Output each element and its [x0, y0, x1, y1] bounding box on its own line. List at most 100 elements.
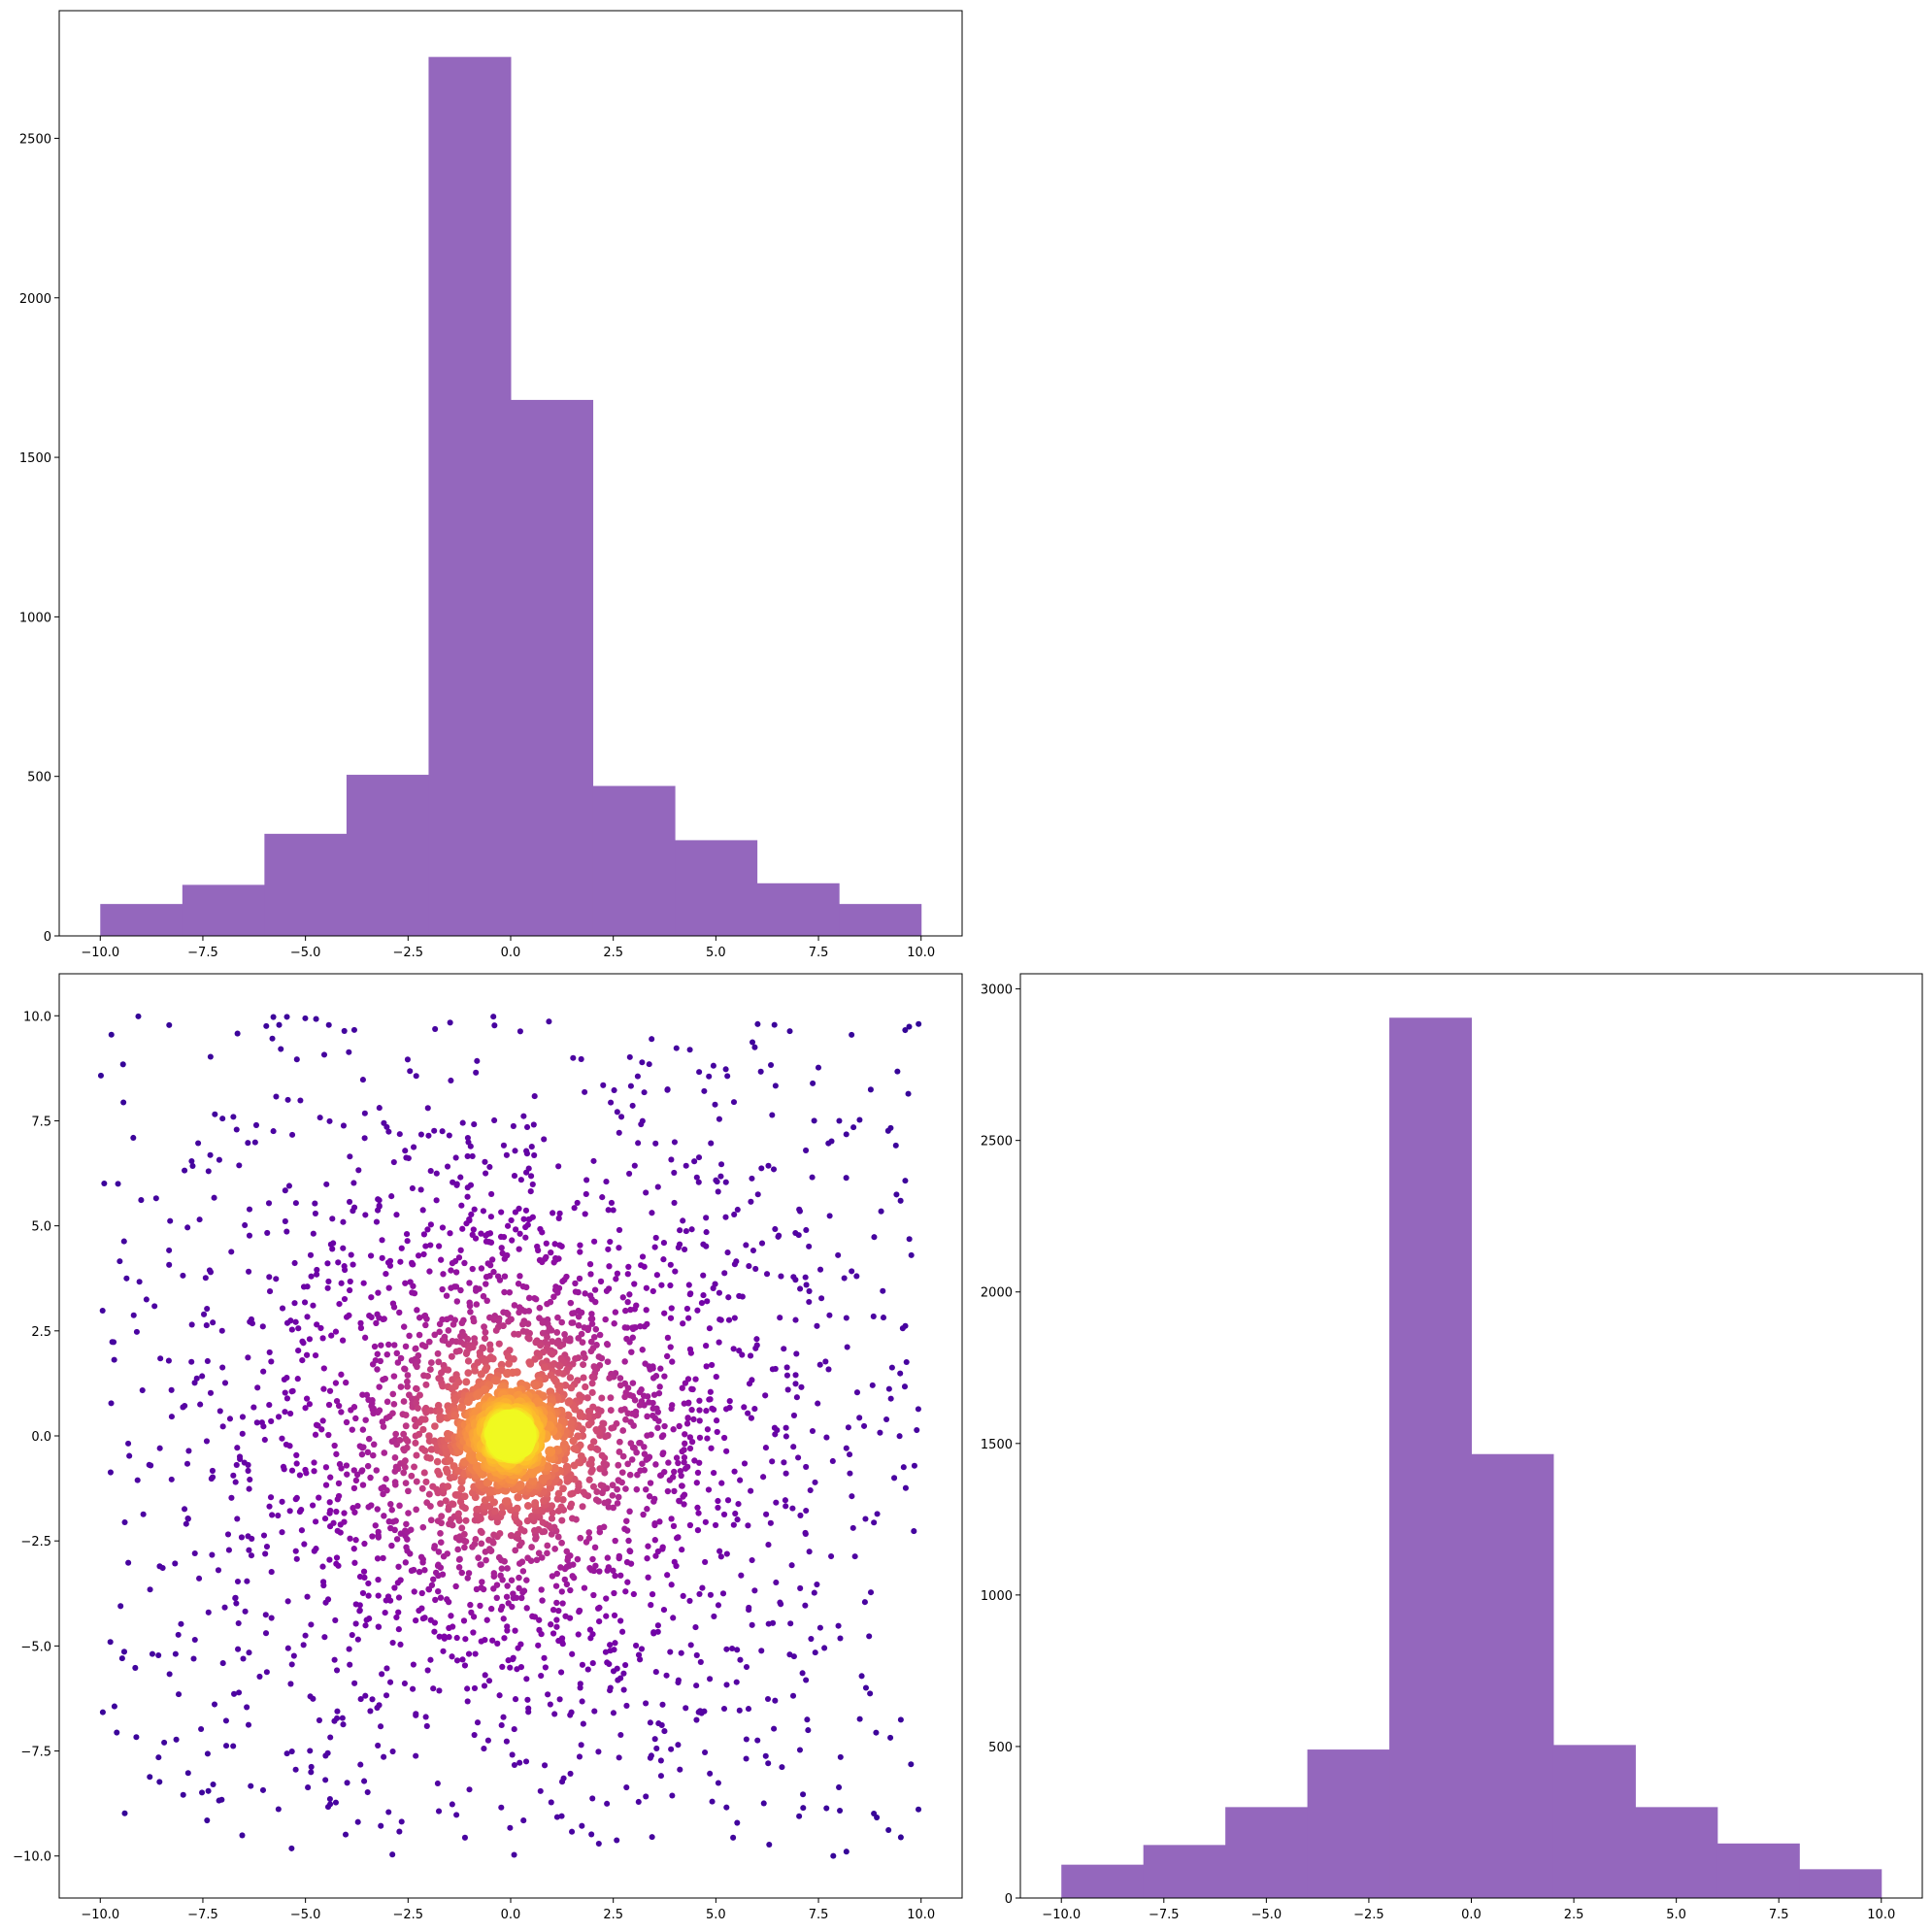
scatter-point — [324, 1260, 331, 1267]
scatter-point — [287, 1317, 294, 1324]
scatter-point — [348, 1251, 354, 1258]
scatter-point — [218, 1796, 225, 1803]
scatter-point — [730, 1834, 737, 1841]
scatter-point — [310, 1302, 316, 1309]
scatter-point — [421, 1343, 429, 1350]
scatter-point — [682, 1440, 688, 1448]
scatter-point — [503, 1497, 512, 1506]
scatter-point — [327, 1474, 334, 1481]
scatter-point — [405, 1487, 412, 1495]
scatter-point — [792, 1372, 799, 1379]
scatter-point — [322, 1777, 329, 1783]
top-left-histogram-panel: −10.0 −7.5 −5.0 −2.5 0.0 2.5 5.0 7.5 10.00500100… — [19, 10, 963, 960]
scatter-point — [862, 1684, 869, 1691]
scatter-point — [553, 1329, 561, 1336]
scatter-point — [338, 1280, 345, 1286]
scatter-point — [189, 1162, 196, 1169]
scatter-point — [696, 1417, 703, 1424]
scatter-point — [697, 1658, 704, 1666]
scatter-point — [902, 1027, 909, 1034]
scatter-point — [427, 1242, 434, 1249]
scatter-point — [239, 1832, 246, 1839]
scatter-point — [440, 1271, 447, 1278]
scatter-point — [652, 1669, 659, 1676]
scatter-point — [549, 1350, 556, 1358]
scatter-point — [611, 1612, 618, 1619]
scatter-point — [553, 1814, 560, 1820]
scatter-point — [376, 1105, 383, 1112]
scatter-point — [304, 1283, 311, 1290]
scatter-point — [516, 1273, 523, 1280]
scatter-point — [589, 1413, 597, 1421]
scatter-point — [665, 1459, 672, 1466]
scatter-point — [130, 1312, 137, 1318]
scatter-point — [444, 1163, 451, 1170]
scatter-point — [282, 1187, 288, 1194]
scatter-point — [293, 1494, 300, 1502]
scatter-point — [498, 1804, 505, 1811]
scatter-point — [378, 1342, 384, 1349]
scatter-point — [310, 1230, 316, 1237]
scatter-point — [462, 1378, 471, 1386]
scatter-point — [500, 1714, 507, 1720]
scatter-point — [588, 1373, 596, 1381]
scatter-point — [107, 1469, 114, 1476]
scatter-point — [382, 1609, 388, 1616]
scatter-point — [398, 1245, 405, 1251]
scatter-point — [564, 1398, 573, 1407]
scatter-point — [741, 1460, 749, 1467]
scatter-point — [438, 1513, 446, 1520]
scatter-point — [321, 1634, 328, 1641]
scatter-point — [675, 1459, 682, 1467]
scatter-point — [626, 1291, 633, 1298]
scatter-point — [745, 1706, 752, 1713]
scatter-point — [641, 1089, 648, 1096]
scatter-point — [706, 1325, 714, 1332]
scatter-point — [421, 1615, 428, 1621]
scatter-point — [460, 1617, 468, 1624]
scatter-point — [525, 1216, 532, 1223]
scatter-point — [638, 1262, 645, 1269]
scatter-point — [197, 1401, 204, 1408]
scatter-point — [493, 1594, 500, 1602]
scatter-point — [768, 1061, 775, 1069]
scatter-point — [671, 1558, 678, 1565]
scatter-point — [248, 1552, 255, 1559]
scatter-point — [358, 1450, 366, 1458]
scatter-point — [614, 1270, 621, 1277]
scatter-point — [333, 1508, 340, 1516]
scatter-point — [504, 1565, 511, 1572]
scatter-point — [646, 1061, 652, 1068]
scatter-point — [300, 1642, 307, 1649]
histogram-bars — [1061, 1017, 1882, 1898]
scatter-point — [207, 1269, 215, 1276]
scatter-point — [880, 1315, 887, 1321]
scatter-point — [431, 1628, 438, 1635]
scatter-point — [457, 1286, 464, 1294]
scatter-point — [581, 1324, 588, 1331]
scatter-point — [739, 1351, 746, 1358]
scatter-point — [867, 1589, 875, 1596]
scatter-point — [427, 1516, 435, 1524]
scatter-point — [245, 1140, 251, 1147]
scatter-point — [563, 1581, 571, 1588]
scatter-point — [606, 1375, 614, 1382]
scatter-point — [528, 1544, 536, 1550]
scatter-point — [464, 1369, 473, 1378]
scatter-point — [516, 1584, 522, 1592]
scatter-point — [589, 1631, 596, 1638]
scatter-point — [326, 1556, 333, 1563]
scatter-point — [301, 1541, 308, 1548]
scatter-point — [279, 1498, 285, 1505]
scatter-point — [319, 1417, 326, 1424]
scatter-point — [407, 1068, 414, 1075]
scatter-point — [525, 1294, 533, 1302]
scatter-point — [434, 1780, 441, 1787]
scatter-point — [731, 1468, 738, 1475]
x-tick-label: 10.0 — [907, 946, 935, 960]
scatter-point — [426, 1407, 435, 1415]
scatter-point — [204, 1817, 211, 1824]
scatter-point — [289, 1387, 296, 1394]
scatter-point — [266, 1401, 273, 1409]
scatter-point — [618, 1114, 625, 1120]
